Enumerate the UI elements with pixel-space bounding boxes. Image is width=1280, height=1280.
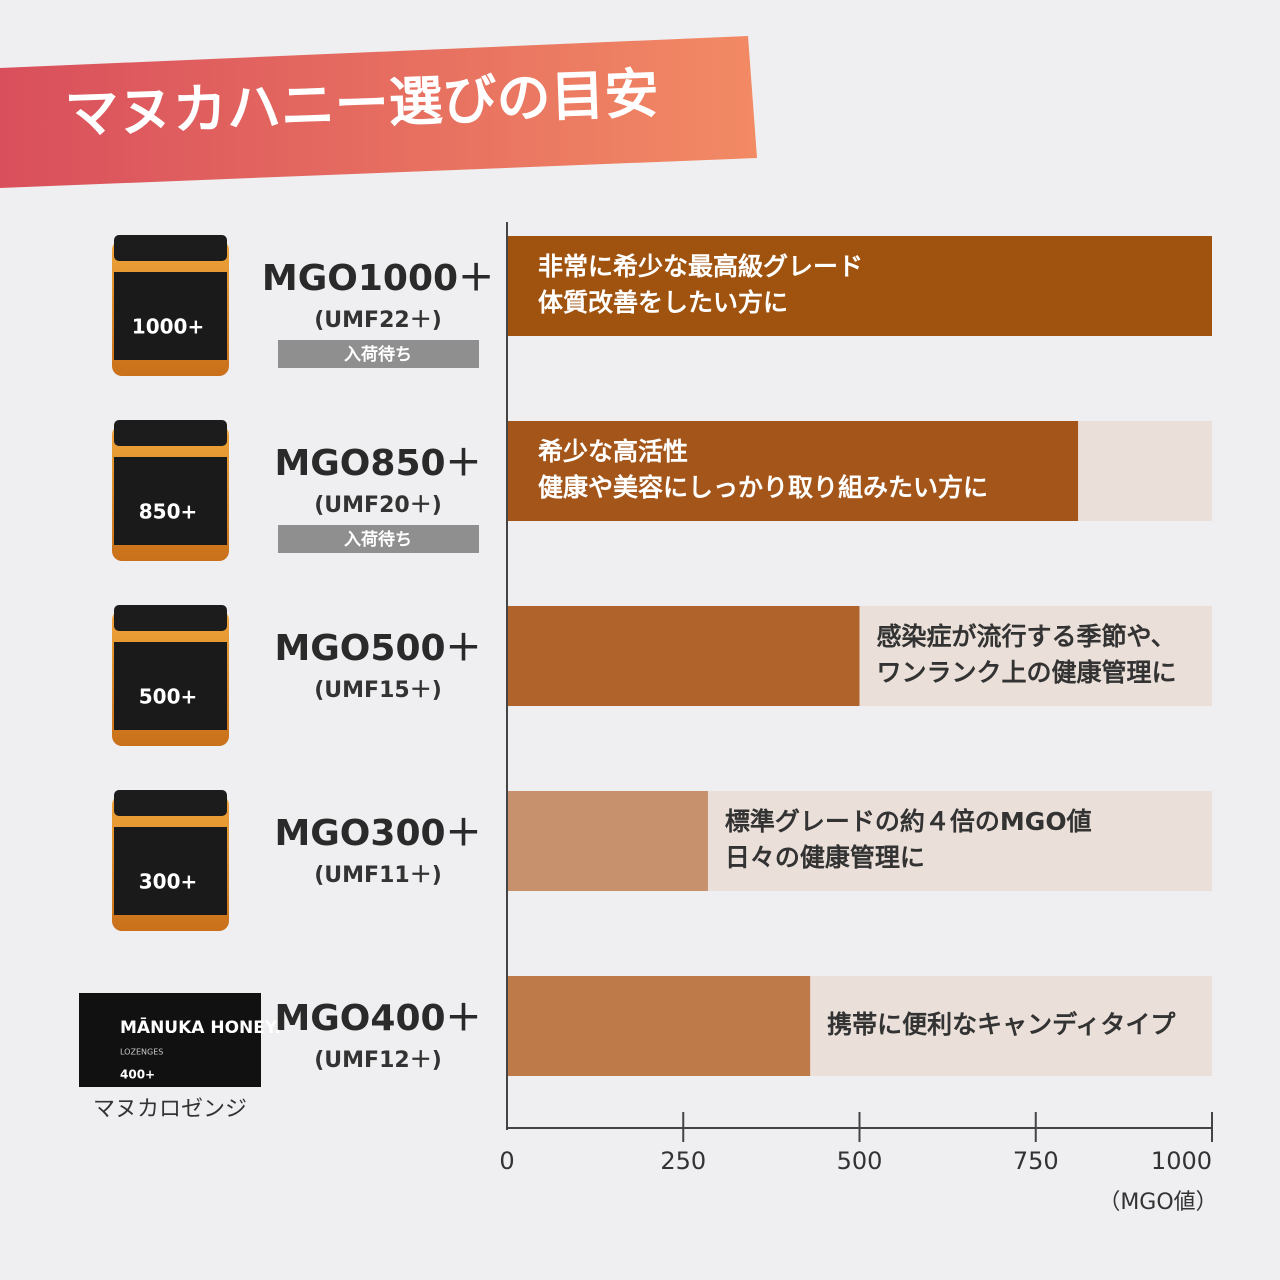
status-badge xyxy=(278,340,479,368)
category-label: MGO500＋ xyxy=(274,628,481,669)
bar-description: 日々の健康管理に xyxy=(725,843,925,872)
category-sublabel: (UMF11＋) xyxy=(314,863,442,888)
category-label: MGO300＋ xyxy=(274,813,481,854)
bar xyxy=(508,791,708,891)
status-label: 入荷待ち xyxy=(344,529,412,550)
category-sublabel: (UMF15＋) xyxy=(314,678,442,703)
category-label: MGO850＋ xyxy=(274,443,481,484)
x-tick-label: 1000 xyxy=(1151,1147,1212,1175)
status-label: 入荷待ち xyxy=(344,344,412,365)
category-label: MGO1000＋ xyxy=(262,258,494,299)
bar-description: 体質改善をしたい方に xyxy=(538,288,788,317)
category-sublabel: (UMF22＋) xyxy=(314,308,442,333)
x-axis-label: （MGO値） xyxy=(1098,1190,1217,1215)
jar-label xyxy=(114,827,227,915)
status-badge xyxy=(278,525,479,553)
bar xyxy=(508,236,1212,336)
jar-lid xyxy=(114,235,227,261)
bar xyxy=(508,606,860,706)
jar-lid xyxy=(114,420,227,446)
category-label: MGO400＋ xyxy=(274,998,481,1039)
lozenge-box xyxy=(79,993,261,1087)
title-banner xyxy=(0,36,757,188)
bar-description: 標準グレードの約４倍のMGO値 xyxy=(725,807,1092,836)
bar-description: 感染症が流行する季節や、 xyxy=(877,622,1176,651)
jar-lid xyxy=(114,790,227,816)
jar-lid xyxy=(114,605,227,631)
jar-grade: 500+ xyxy=(139,685,198,709)
jar-grade: 850+ xyxy=(139,500,198,524)
lozenge-brand: MĀNUKA HONEY. xyxy=(120,1016,281,1038)
category-sublabel: (UMF12＋) xyxy=(314,1048,442,1073)
lozenge-grade: 400+ xyxy=(120,1068,155,1082)
x-tick-label: 0 xyxy=(499,1147,514,1175)
x-tick-label: 500 xyxy=(837,1147,883,1175)
bar-description: 非常に希少な最高級グレード xyxy=(538,252,863,281)
category-sublabel: (UMF20＋) xyxy=(314,493,442,518)
jar-label xyxy=(114,272,227,360)
bar xyxy=(508,976,811,1076)
bar-description: 健康や美容にしっかり取り組みたい方に xyxy=(538,473,988,502)
bar xyxy=(508,421,1079,521)
x-tick-label: 750 xyxy=(1013,1147,1059,1175)
jar-label xyxy=(114,642,227,730)
x-tick-label: 250 xyxy=(660,1147,706,1175)
jar-label xyxy=(114,457,227,545)
jar-grade: 300+ xyxy=(139,870,198,894)
bar-description: ワンランク上の健康管理に xyxy=(877,658,1177,687)
lozenge-sub: LOZENGES xyxy=(120,1048,163,1057)
lozenge-caption: マヌカロゼンジ xyxy=(93,1097,247,1122)
bar-description: 希少な高活性 xyxy=(538,437,688,466)
jar-grade: 1000+ xyxy=(132,315,204,339)
bar-description: 携帯に便利なキャンディタイプ xyxy=(827,1010,1176,1039)
